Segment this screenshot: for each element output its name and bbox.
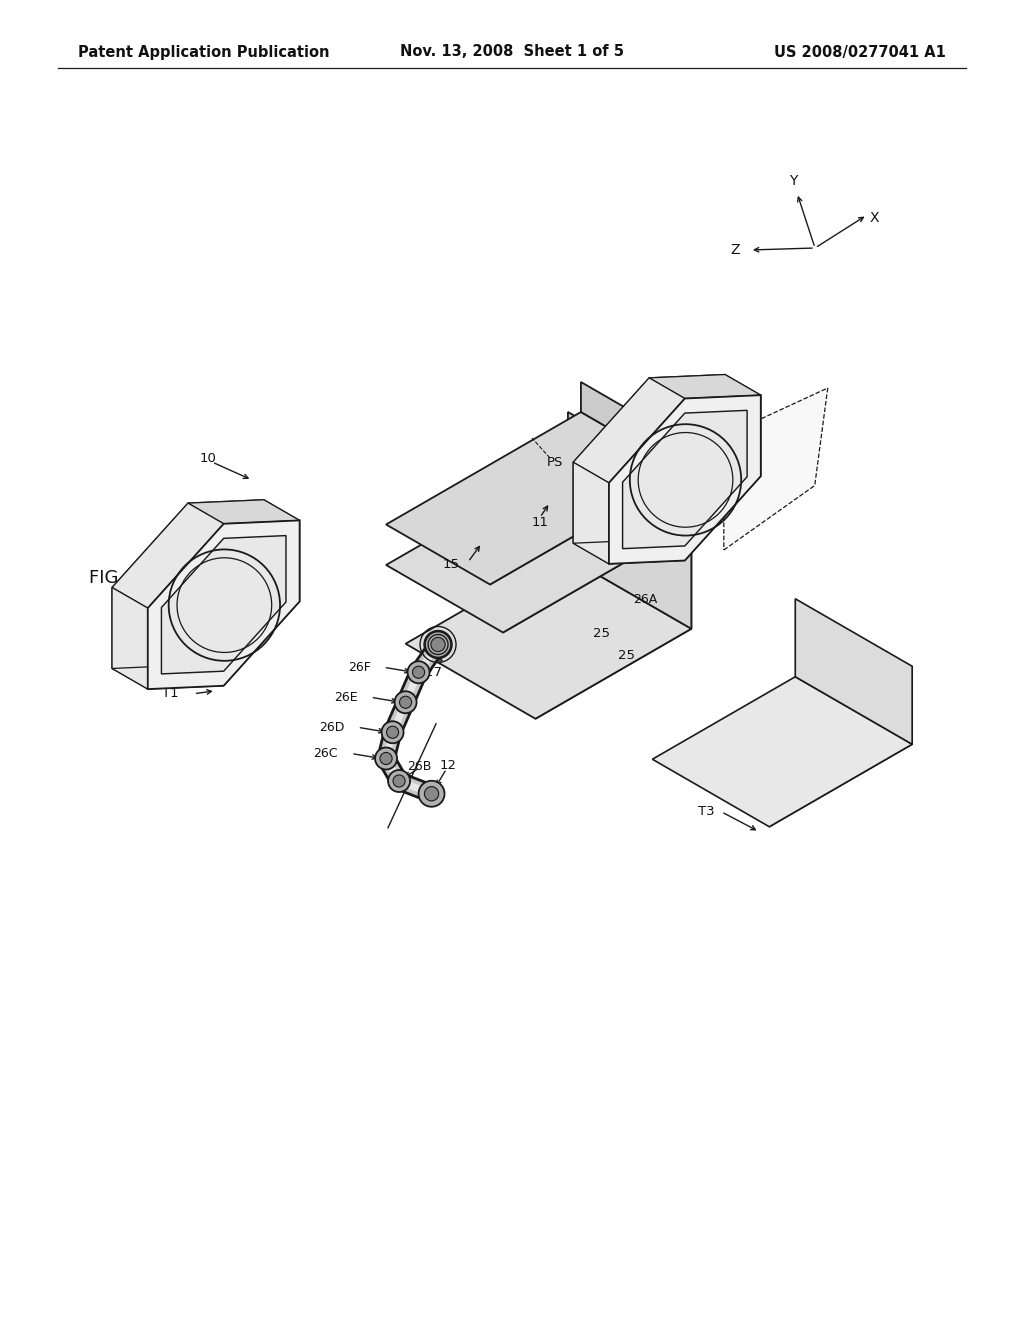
Polygon shape [796, 599, 912, 744]
Circle shape [399, 696, 412, 709]
Text: Patent Application Publication: Patent Application Publication [78, 45, 330, 59]
Circle shape [394, 692, 417, 713]
Polygon shape [769, 667, 912, 826]
Polygon shape [649, 455, 761, 561]
Circle shape [388, 770, 410, 792]
Text: X: X [870, 211, 880, 224]
Circle shape [425, 631, 451, 657]
Circle shape [408, 661, 429, 684]
Polygon shape [649, 375, 761, 399]
Text: 26A: 26A [633, 593, 657, 606]
Text: T3: T3 [697, 805, 715, 818]
Polygon shape [188, 581, 300, 686]
Polygon shape [264, 500, 300, 602]
Text: 26A: 26A [632, 540, 655, 553]
Polygon shape [623, 411, 748, 549]
Text: Y: Y [788, 174, 798, 187]
Polygon shape [725, 375, 761, 477]
Text: 10: 10 [200, 451, 217, 465]
Polygon shape [652, 677, 912, 826]
Text: 26E: 26E [334, 690, 357, 704]
Circle shape [393, 775, 406, 787]
Text: W: W [147, 643, 160, 656]
Text: FIG. 1: FIG. 1 [89, 569, 141, 587]
Circle shape [431, 638, 445, 652]
Polygon shape [724, 388, 827, 550]
Text: PS: PS [547, 457, 563, 470]
Text: 26C: 26C [313, 747, 338, 760]
Polygon shape [573, 375, 725, 544]
Polygon shape [536, 539, 691, 719]
Circle shape [424, 787, 438, 801]
Polygon shape [386, 412, 685, 585]
Text: 26B: 26B [408, 759, 431, 772]
Circle shape [382, 721, 403, 743]
Polygon shape [406, 554, 691, 719]
Text: 26F: 26F [348, 661, 371, 673]
Polygon shape [112, 665, 223, 689]
Polygon shape [561, 463, 691, 628]
Text: 25: 25 [593, 627, 610, 640]
Text: 12: 12 [439, 759, 457, 772]
Circle shape [380, 752, 392, 764]
Circle shape [386, 726, 398, 738]
Text: Nov. 13, 2008  Sheet 1 of 5: Nov. 13, 2008 Sheet 1 of 5 [400, 45, 624, 59]
Circle shape [413, 667, 425, 678]
Text: US 2008/0277041 A1: US 2008/0277041 A1 [774, 45, 946, 59]
Polygon shape [386, 459, 685, 632]
Text: 27: 27 [425, 667, 441, 678]
Polygon shape [490, 442, 685, 585]
Polygon shape [573, 540, 685, 564]
Polygon shape [112, 587, 147, 689]
Text: 25: 25 [618, 649, 636, 663]
Polygon shape [503, 479, 685, 632]
Polygon shape [188, 500, 300, 524]
Text: 26D: 26D [319, 721, 344, 734]
Polygon shape [147, 520, 300, 689]
Text: Z: Z [730, 243, 740, 257]
Text: 15: 15 [443, 558, 460, 572]
Polygon shape [112, 500, 264, 668]
Polygon shape [609, 395, 761, 564]
Polygon shape [573, 462, 609, 564]
Polygon shape [162, 536, 286, 675]
Text: 11: 11 [531, 516, 549, 529]
Text: T2: T2 [807, 422, 823, 436]
Polygon shape [573, 378, 685, 483]
Polygon shape [112, 503, 223, 609]
Circle shape [419, 780, 444, 807]
Text: W: W [735, 389, 749, 401]
Polygon shape [581, 381, 685, 473]
Circle shape [375, 747, 397, 770]
Text: T1: T1 [162, 688, 179, 700]
Polygon shape [568, 412, 685, 528]
